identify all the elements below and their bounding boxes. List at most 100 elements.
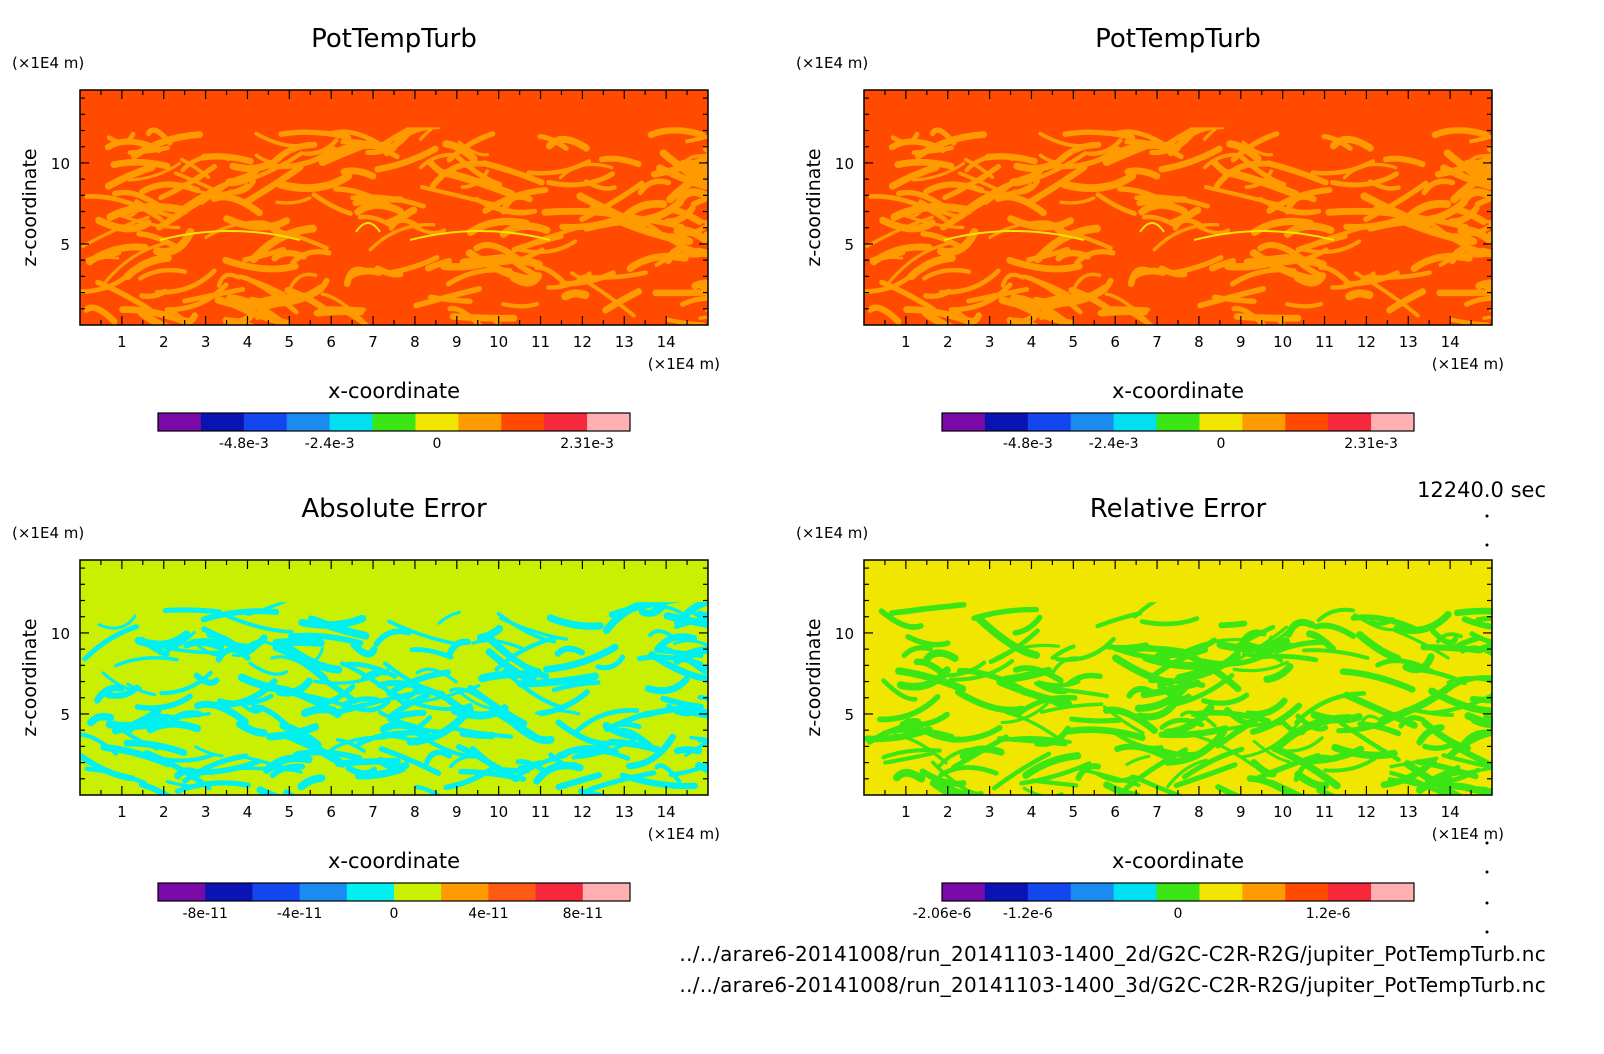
colorbar: -2.06e-6 -1.2e-6 0 1.2e-6	[913, 882, 1415, 922]
y-unit-label: (×1E4 m)	[796, 54, 868, 72]
colorbar-tick-label: 0	[432, 436, 441, 452]
y-axis-label: z-coordinate	[19, 148, 41, 266]
x-tick-label: 5	[1069, 333, 1079, 351]
colorbar-swatch	[346, 883, 395, 901]
x-tick-label: 8	[1194, 333, 1204, 351]
colorbar-swatch	[1027, 413, 1072, 431]
file-path-2d: ../../arare6-20141008/run_20141103-1400_…	[679, 942, 1546, 966]
colorbar-swatch	[441, 883, 489, 901]
colorbar-swatch	[1199, 883, 1243, 901]
colorbar-swatch	[582, 883, 631, 901]
colorbar-swatch	[1242, 413, 1286, 431]
chart-title: Relative Error	[1090, 494, 1267, 524]
colorbar-tick-label: 4e-11	[468, 906, 508, 922]
x-axis-label: x-coordinate	[328, 849, 460, 873]
colorbar-tick-label: 8e-11	[563, 906, 603, 922]
x-tick-label: 10	[489, 803, 508, 821]
x-tick-label: 8	[410, 803, 420, 821]
x-tick-label: 6	[326, 333, 336, 351]
x-tick-label: 10	[1273, 333, 1292, 351]
colorbar-frame	[941, 412, 1415, 432]
colorbar-swatch	[394, 883, 442, 901]
y-axis-label: z-coordinate	[803, 618, 825, 736]
x-tick-label: 1	[901, 803, 911, 821]
x-tick-label: 14	[657, 333, 676, 351]
x-tick-label: 2	[943, 333, 953, 351]
y-tick-label: 5	[60, 236, 70, 254]
colorbar-swatch	[299, 883, 348, 901]
colorbar-swatch	[158, 883, 206, 901]
heatmap-top-band	[864, 90, 1492, 128]
colorbar-tick-label: -4e-11	[277, 906, 322, 922]
x-tick-label: 11	[531, 803, 550, 821]
y-axis-label: z-coordinate	[19, 618, 41, 736]
colorbar-swatch	[329, 413, 374, 431]
y-tick-label: 10	[835, 625, 854, 643]
colorbar-tick-label: -8e-11	[182, 906, 227, 922]
colorbar-swatch	[1113, 883, 1158, 901]
colorbar-swatch	[1070, 413, 1115, 431]
colorbar-swatch	[488, 883, 537, 901]
y-unit-label: (×1E4 m)	[12, 524, 84, 542]
heatmap-top-band	[80, 90, 708, 128]
colorbar-swatch	[1242, 883, 1286, 901]
y-unit-label: (×1E4 m)	[12, 54, 84, 72]
colorbar-tick-label: 0	[1216, 436, 1225, 452]
y-unit-label: (×1E4 m)	[796, 524, 868, 542]
x-tick-label: 12	[1357, 333, 1376, 351]
x-tick-label: 1	[117, 333, 127, 351]
colorbar-swatch	[1113, 413, 1158, 431]
colorbar-swatch	[1285, 883, 1329, 901]
accent-arc	[159, 230, 301, 241]
x-tick-label: 9	[1236, 333, 1246, 351]
x-tick-label: 13	[1399, 333, 1418, 351]
colorbar: -4.8e-3 -2.4e-3 0 2.31e-3	[157, 412, 631, 452]
time-label: 12240.0 sec	[1417, 478, 1546, 502]
colorbar-tick-label: 2.31e-3	[560, 436, 614, 452]
x-axis-label: x-coordinate	[1112, 379, 1244, 403]
x-tick-label: 3	[201, 803, 211, 821]
x-tick-label: 8	[1194, 803, 1204, 821]
colorbar-swatch	[252, 883, 301, 901]
x-tick-label: 14	[1441, 333, 1460, 351]
x-tick-label: 9	[452, 803, 462, 821]
colorbar-swatch	[501, 413, 545, 431]
colorbar-swatch	[158, 413, 202, 431]
x-tick-label: 7	[368, 803, 378, 821]
edge-dot	[1485, 901, 1489, 905]
x-tick-label: 1	[117, 803, 127, 821]
heatmap-field	[864, 560, 1492, 795]
x-tick-label: 6	[1110, 333, 1120, 351]
colorbar-swatch	[1285, 413, 1329, 431]
heatmap-field	[80, 560, 708, 795]
x-tick-label: 5	[285, 333, 295, 351]
chart-title: Absolute Error	[301, 494, 487, 524]
x-tick-label: 11	[531, 333, 550, 351]
x-tick-label: 6	[1110, 803, 1120, 821]
x-unit-label: (×1E4 m)	[1432, 825, 1504, 843]
colorbar-swatch	[942, 413, 986, 431]
x-tick-label: 4	[243, 333, 253, 351]
x-tick-label: 3	[985, 803, 995, 821]
x-tick-label: 12	[573, 803, 592, 821]
x-tick-label: 14	[1441, 803, 1460, 821]
x-tick-label: 5	[285, 803, 295, 821]
accent-arc	[1139, 222, 1165, 233]
colorbar-tick-label: -2.06e-6	[913, 906, 972, 922]
x-axis-label: x-coordinate	[1112, 849, 1244, 873]
accent-arc	[409, 230, 551, 241]
colorbar-swatch	[984, 413, 1029, 431]
y-tick-label: 10	[51, 625, 70, 643]
colorbar-swatch	[1199, 413, 1243, 431]
x-tick-label: 9	[452, 333, 462, 351]
colorbar-swatch	[587, 413, 631, 431]
x-tick-label: 12	[1357, 803, 1376, 821]
x-unit-label: (×1E4 m)	[648, 355, 720, 373]
colorbar-swatch	[1156, 413, 1200, 431]
edge-dot	[1485, 930, 1489, 934]
